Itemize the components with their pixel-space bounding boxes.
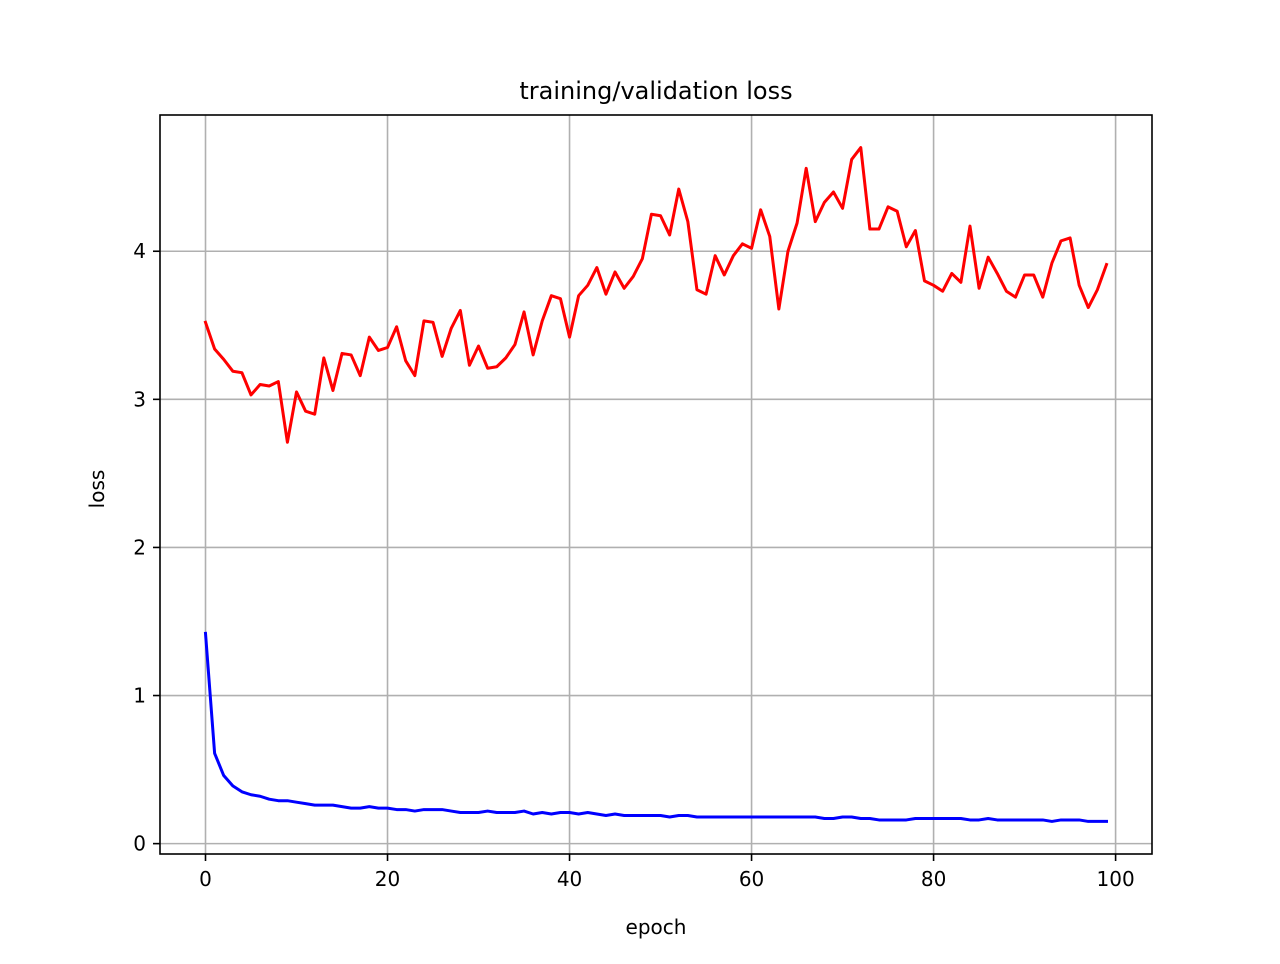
x-tick-label: 20: [375, 867, 400, 891]
series-layer: [203, 146, 1109, 823]
y-tick-label: 1: [133, 684, 146, 708]
plot-frame: [159, 114, 1153, 855]
x-axis-label: epoch: [626, 915, 687, 939]
x-tick-label: 40: [557, 867, 582, 891]
y-tick-label: 0: [133, 832, 146, 856]
series-line-1: [203, 146, 1109, 444]
y-axis-label: loss: [85, 470, 109, 509]
x-tick-label: 80: [921, 867, 946, 891]
series-line-2: [203, 631, 1108, 823]
grid-layer: [160, 115, 1152, 854]
y-tick-label: 3: [133, 387, 146, 411]
x-tick-label: 60: [739, 867, 764, 891]
y-tick-label: 2: [133, 535, 146, 559]
x-tick-label: 0: [199, 867, 212, 891]
tick-layer: 0 20 40 60 80 100 0 1 2 3 4: [133, 239, 1134, 891]
chart-title: training/validation loss: [519, 77, 792, 105]
x-tick-label: 100: [1097, 867, 1135, 891]
y-tick-label: 4: [133, 239, 146, 263]
